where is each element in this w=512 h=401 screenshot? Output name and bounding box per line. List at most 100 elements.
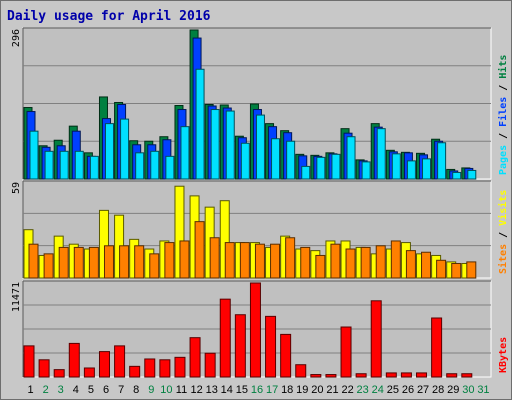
bar-pages-day-13 — [210, 109, 220, 180]
bar-pages-day-18 — [286, 140, 296, 180]
bar-pages-day-19 — [301, 165, 311, 180]
bar-kbytes-day-14 — [219, 298, 231, 378]
bar-sites-day-16 — [254, 243, 265, 279]
bar-pages-day-26 — [406, 160, 416, 180]
bar-kbytes-day-2 — [38, 359, 50, 378]
bar-pages-day-17 — [271, 138, 281, 180]
day-label-22: 22 — [341, 384, 353, 396]
bar-sites-day-14 — [224, 242, 235, 279]
bar-kbytes-day-4 — [68, 342, 80, 378]
legend-visits: Visits — [497, 190, 509, 226]
bar-pages-day-21 — [331, 153, 341, 180]
bar-kbytes-day-21 — [325, 374, 337, 378]
bar-kbytes-day-30 — [461, 373, 473, 378]
bar-kbytes-day-24 — [370, 300, 382, 378]
bar-sites-day-15 — [239, 242, 250, 279]
bar-pages-day-25 — [391, 153, 401, 180]
day-label-15: 15 — [236, 384, 248, 396]
legend-sites: Sites — [497, 244, 509, 274]
bar-pages-day-7 — [120, 118, 130, 180]
bar-kbytes-day-23 — [355, 373, 367, 378]
bar-sites-day-4 — [73, 246, 84, 279]
bar-pages-day-4 — [74, 150, 84, 180]
legend-hits-files-pages: Pages / Files / Hits — [497, 55, 509, 175]
day-label-30: 30 — [462, 384, 474, 396]
bar-kbytes-day-15 — [234, 314, 246, 378]
bar-pages-day-8 — [135, 152, 145, 180]
bar-kbytes-day-19 — [295, 364, 307, 378]
bar-kbytes-day-6 — [98, 351, 110, 378]
bar-kbytes-day-9 — [144, 358, 156, 378]
legend-visits-sites: Sites / Visits — [497, 190, 509, 274]
bar-sites-day-21 — [330, 243, 341, 279]
bar-pages-day-1 — [29, 130, 39, 180]
day-label-17: 17 — [266, 384, 278, 396]
bar-pages-day-14 — [225, 110, 235, 180]
bar-sites-day-3 — [58, 246, 69, 279]
bar-sites-day-25 — [390, 240, 401, 279]
legend-kbytes: KBytes — [498, 337, 509, 373]
day-label-27: 27 — [417, 384, 429, 396]
bar-pages-day-5 — [89, 155, 99, 180]
bar-sites-day-29 — [451, 263, 462, 279]
panel-hits-files-pages: 296 Pages / Files / Hits — [11, 27, 509, 180]
legend-kbytes: KBytes — [498, 337, 509, 373]
bar-pages-day-28 — [437, 142, 447, 180]
bar-sites-day-19 — [300, 246, 311, 279]
bar-sites-day-23 — [360, 246, 371, 279]
day-label-10: 10 — [160, 384, 172, 396]
bar-sites-day-17 — [270, 243, 281, 279]
y-axis-max-label: 11471 — [11, 282, 22, 312]
day-label-31: 31 — [477, 384, 489, 396]
day-label-6: 6 — [103, 384, 109, 396]
day-label-8: 8 — [133, 384, 139, 396]
bar-sites-day-11 — [179, 240, 190, 279]
bar-sites-day-26 — [405, 250, 416, 279]
bar-sites-day-13 — [209, 237, 220, 279]
bar-pages-day-30 — [467, 169, 477, 180]
bar-sites-day-8 — [134, 245, 145, 279]
bar-kbytes-day-8 — [129, 365, 141, 378]
bar-pages-day-12 — [195, 68, 205, 180]
bar-pages-day-11 — [180, 126, 190, 180]
bar-kbytes-day-27 — [416, 372, 428, 378]
bar-kbytes-day-5 — [83, 367, 95, 378]
bar-kbytes-day-28 — [431, 317, 443, 378]
y-axis-max-label: 59 — [11, 182, 22, 194]
bar-sites-day-27 — [421, 251, 432, 279]
day-label-14: 14 — [221, 384, 233, 396]
panel-visits-sites: 59 Sites / Visits — [11, 180, 509, 279]
day-label-23: 23 — [357, 384, 369, 396]
chart-title: Daily usage for April 2016 — [7, 9, 211, 24]
day-label-7: 7 — [118, 384, 124, 396]
day-label-21: 21 — [326, 384, 338, 396]
bar-pages-day-15 — [240, 142, 250, 180]
bar-sites-day-1 — [28, 243, 39, 279]
bar-pages-day-20 — [316, 156, 326, 180]
bar-sites-day-6 — [103, 245, 114, 279]
bar-sites-day-10 — [164, 242, 175, 279]
bar-kbytes-day-17 — [265, 315, 277, 378]
day-label-13: 13 — [206, 384, 218, 396]
legend-separator: / — [498, 127, 509, 145]
legend-hits: Hits — [497, 55, 509, 79]
day-label-9: 9 — [148, 384, 154, 396]
day-label-24: 24 — [372, 384, 384, 396]
bar-pages-day-9 — [150, 150, 160, 180]
day-label-19: 19 — [296, 384, 308, 396]
day-label-29: 29 — [447, 384, 459, 396]
bar-pages-day-16 — [255, 114, 265, 180]
day-label-16: 16 — [251, 384, 263, 396]
panel-kbytes: 11471 KBytes — [11, 280, 509, 378]
bar-pages-day-10 — [165, 155, 175, 180]
bar-sites-day-28 — [436, 259, 447, 279]
bar-sites-day-9 — [149, 253, 160, 279]
bar-kbytes-day-7 — [114, 345, 126, 378]
bar-kbytes-day-26 — [400, 372, 412, 378]
bar-sites-day-12 — [194, 221, 205, 279]
bar-kbytes-day-25 — [385, 372, 397, 378]
legend-files: Files — [497, 97, 509, 127]
legend-pages: Pages — [498, 145, 509, 175]
bar-sites-day-2 — [43, 253, 54, 279]
